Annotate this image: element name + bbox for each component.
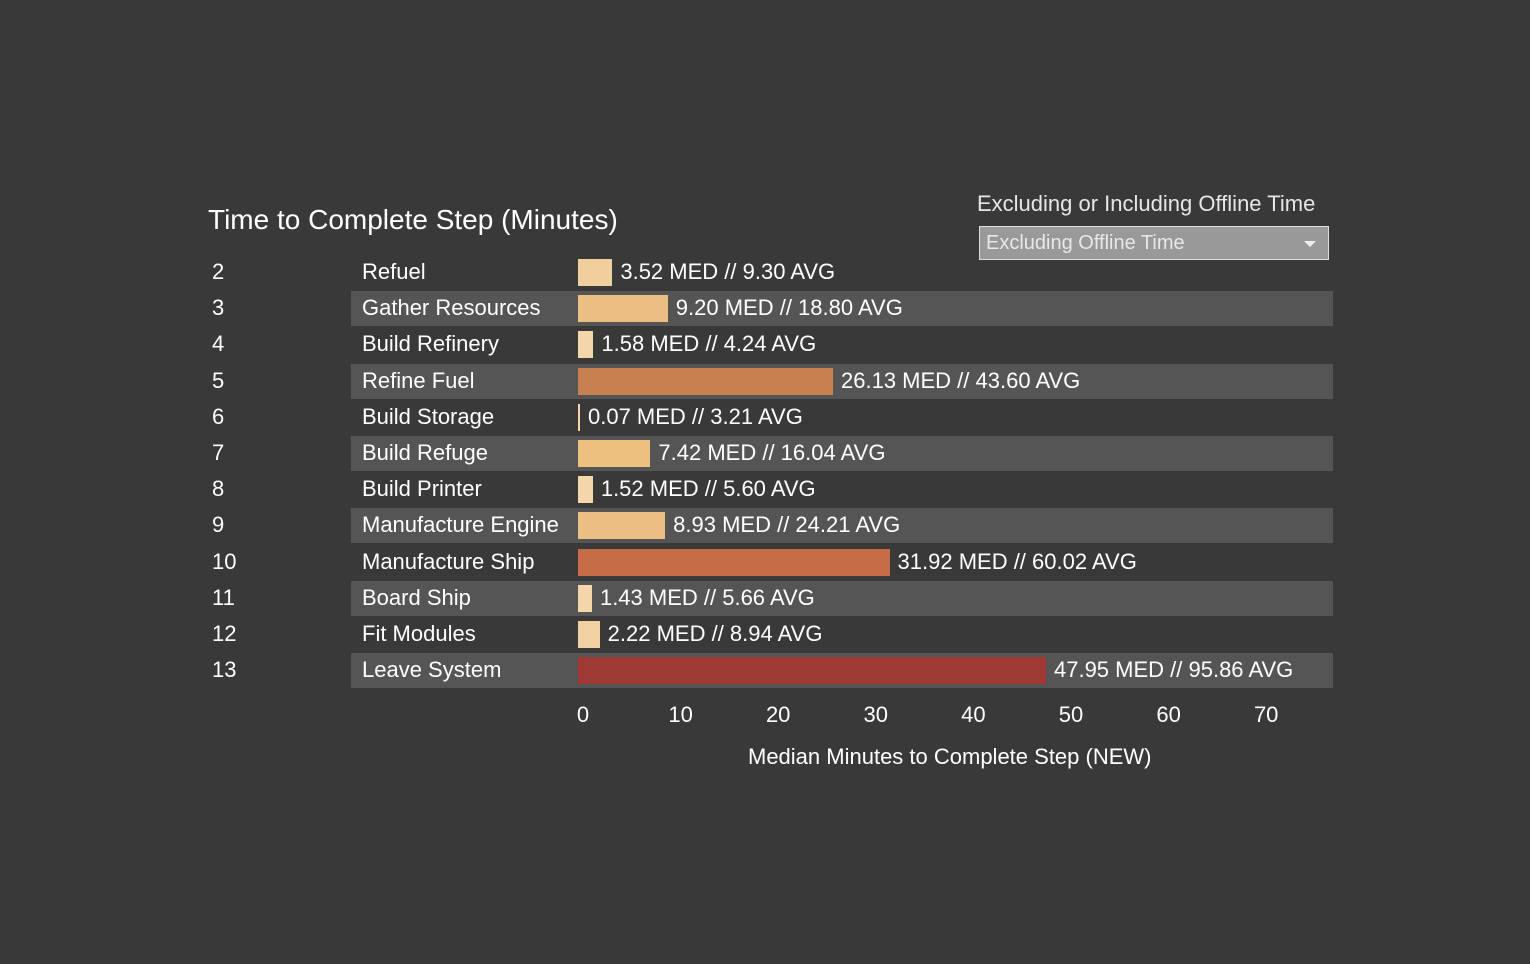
step-name: Build Refinery (362, 331, 499, 357)
row-band (351, 580, 1333, 616)
step-name: Refuel (362, 259, 426, 284)
x-tick-label: 70 (1253, 702, 1279, 727)
bar[interactable] (578, 657, 1046, 685)
step-number: 6 (212, 403, 225, 429)
data-label: 2.22 MED // 8.94 AVG (607, 621, 823, 646)
bar[interactable] (578, 512, 666, 540)
bar[interactable] (578, 621, 600, 648)
x-tick-label: 40 (961, 702, 986, 727)
dropdown-value: Excluding Offline Time (986, 232, 1185, 254)
step-number: 12 (212, 621, 237, 646)
x-tick-label: 20 (765, 702, 791, 727)
x-axis-label: Median Minutes to Complete Step (NEW) (748, 744, 1152, 769)
row-band (351, 363, 1333, 399)
step-number: 2 (212, 259, 225, 284)
x-tick-label: 0 (576, 702, 590, 727)
data-label: 8.93 MED // 24.21 AVG (673, 512, 901, 538)
step-name: Manufacture Engine (362, 512, 559, 538)
filter-label: Excluding or Including Offline Time (977, 191, 1316, 216)
step-number: 3 (212, 295, 225, 321)
step-name: Manufacture Ship (362, 548, 535, 574)
chevron-down-icon (1304, 241, 1316, 247)
step-number: 5 (212, 367, 225, 393)
data-label: 9.20 MED // 18.80 AVG (675, 295, 903, 321)
step-name: Board Ship (362, 584, 471, 610)
step-name: Build Printer (362, 476, 482, 502)
chart-title: Time to Complete Step (Minutes) (208, 204, 618, 235)
row-band (351, 291, 1333, 327)
bar[interactable] (578, 331, 594, 359)
bar[interactable] (578, 403, 580, 431)
bar[interactable] (578, 584, 592, 612)
data-label: 7.42 MED // 16.04 AVG (658, 440, 886, 465)
data-label: 31.92 MED // 60.02 AVG (897, 548, 1137, 574)
bar[interactable] (578, 367, 834, 395)
step-name: Leave System (362, 657, 502, 683)
x-tick-label: 10 (668, 702, 693, 727)
step-number: 11 (212, 584, 235, 610)
step-number: 10 (212, 548, 237, 574)
row-band (351, 508, 1333, 544)
step-number: 8 (212, 476, 225, 502)
step-name: Build Storage (362, 403, 495, 429)
data-label: 0.07 MED // 3.21 AVG (588, 403, 803, 429)
step-number: 13 (212, 657, 237, 683)
data-label: 1.58 MED // 4.24 AVG (601, 331, 817, 357)
bar[interactable] (578, 440, 651, 467)
x-tick-label: 50 (1058, 702, 1084, 727)
data-label: 1.43 MED // 5.66 AVG (599, 584, 815, 610)
x-tick-label: 30 (863, 702, 889, 727)
step-name: Refine Fuel (362, 367, 475, 393)
data-label: 26.13 MED // 43.60 AVG (841, 367, 1081, 393)
step-name: Gather Resources (362, 295, 541, 321)
bar[interactable] (578, 295, 668, 323)
row-band (351, 436, 1333, 471)
step-name: Build Refuge (362, 440, 488, 465)
offline-time-dropdown[interactable]: Excluding Offline Time (979, 226, 1329, 260)
step-name: Fit Modules (362, 621, 476, 646)
data-label: 47.95 MED // 95.86 AVG (1053, 657, 1294, 683)
bar[interactable] (578, 548, 890, 576)
bar[interactable] (578, 259, 613, 286)
step-number: 7 (212, 440, 225, 465)
step-number: 9 (212, 512, 225, 538)
bar[interactable] (578, 476, 593, 504)
data-label: 3.52 MED // 9.30 AVG (620, 259, 836, 284)
data-label: 1.52 MED // 5.60 AVG (600, 476, 816, 502)
step-number: 4 (212, 331, 225, 357)
x-tick-label: 60 (1156, 702, 1181, 727)
